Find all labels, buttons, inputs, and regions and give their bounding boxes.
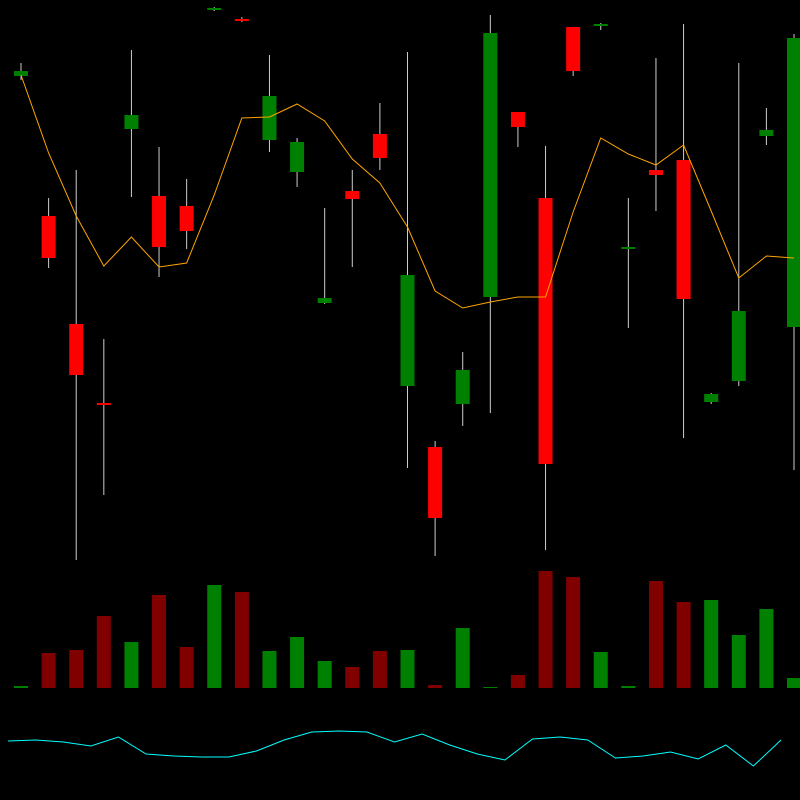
volume-bar: [124, 642, 139, 688]
candle-body: [124, 115, 139, 129]
candle-body: [14, 71, 28, 76]
candle-body: [621, 247, 636, 249]
candle-body: [345, 191, 360, 199]
volume-bar: [317, 661, 332, 688]
volume-bar: [14, 686, 28, 688]
candle-body: [593, 24, 608, 26]
candle-body: [96, 403, 111, 405]
candle-body: [510, 112, 525, 127]
candle-body: [234, 19, 249, 21]
volume-bar: [372, 651, 387, 688]
candle-body: [262, 96, 277, 140]
volume-bar: [69, 650, 84, 688]
volume-bar: [621, 686, 636, 688]
volume-bar: [152, 595, 167, 688]
volume-bar: [455, 628, 470, 688]
candle-body: [483, 33, 498, 297]
candle-body: [317, 298, 332, 303]
volume-bar: [483, 687, 498, 688]
moving-average: [20, 74, 795, 309]
candle-body: [179, 206, 194, 231]
volume-bar: [400, 650, 415, 688]
indicator-line: [7, 730, 782, 767]
volume-bar: [345, 667, 360, 688]
volume-bar: [676, 602, 691, 688]
volume-bar: [648, 581, 663, 688]
candle-body: [538, 198, 553, 464]
candle-body: [41, 216, 56, 258]
volume-bar: [731, 635, 746, 688]
candle-body: [372, 134, 387, 158]
volume-bar: [262, 651, 277, 688]
candle-body: [731, 311, 746, 381]
candle-body: [400, 275, 415, 386]
volume-bar: [538, 571, 553, 688]
candle-body: [648, 170, 663, 175]
volume-bar: [428, 685, 443, 688]
candle-body: [676, 160, 691, 299]
volume-bar: [593, 652, 608, 688]
volume-bar: [759, 609, 774, 688]
volume-bar: [566, 577, 581, 688]
volume-bar: [704, 600, 719, 688]
candle-body: [290, 142, 305, 172]
volume-bar: [234, 592, 249, 688]
volume-bar: [787, 678, 800, 688]
volume-bar: [41, 653, 56, 688]
candle-body: [207, 8, 222, 10]
volume-bar: [290, 637, 305, 688]
candle-body: [759, 130, 774, 136]
candle-body: [787, 38, 800, 327]
volume-bar: [510, 675, 525, 688]
candle-body: [428, 447, 443, 518]
candle-body: [152, 196, 167, 247]
volume-bar: [207, 585, 222, 688]
volume-bar: [96, 616, 111, 688]
candle-body: [455, 370, 470, 404]
candle-body: [69, 324, 84, 375]
candle-body: [566, 27, 581, 71]
candle-body: [704, 394, 719, 402]
volume-bar: [179, 647, 194, 688]
